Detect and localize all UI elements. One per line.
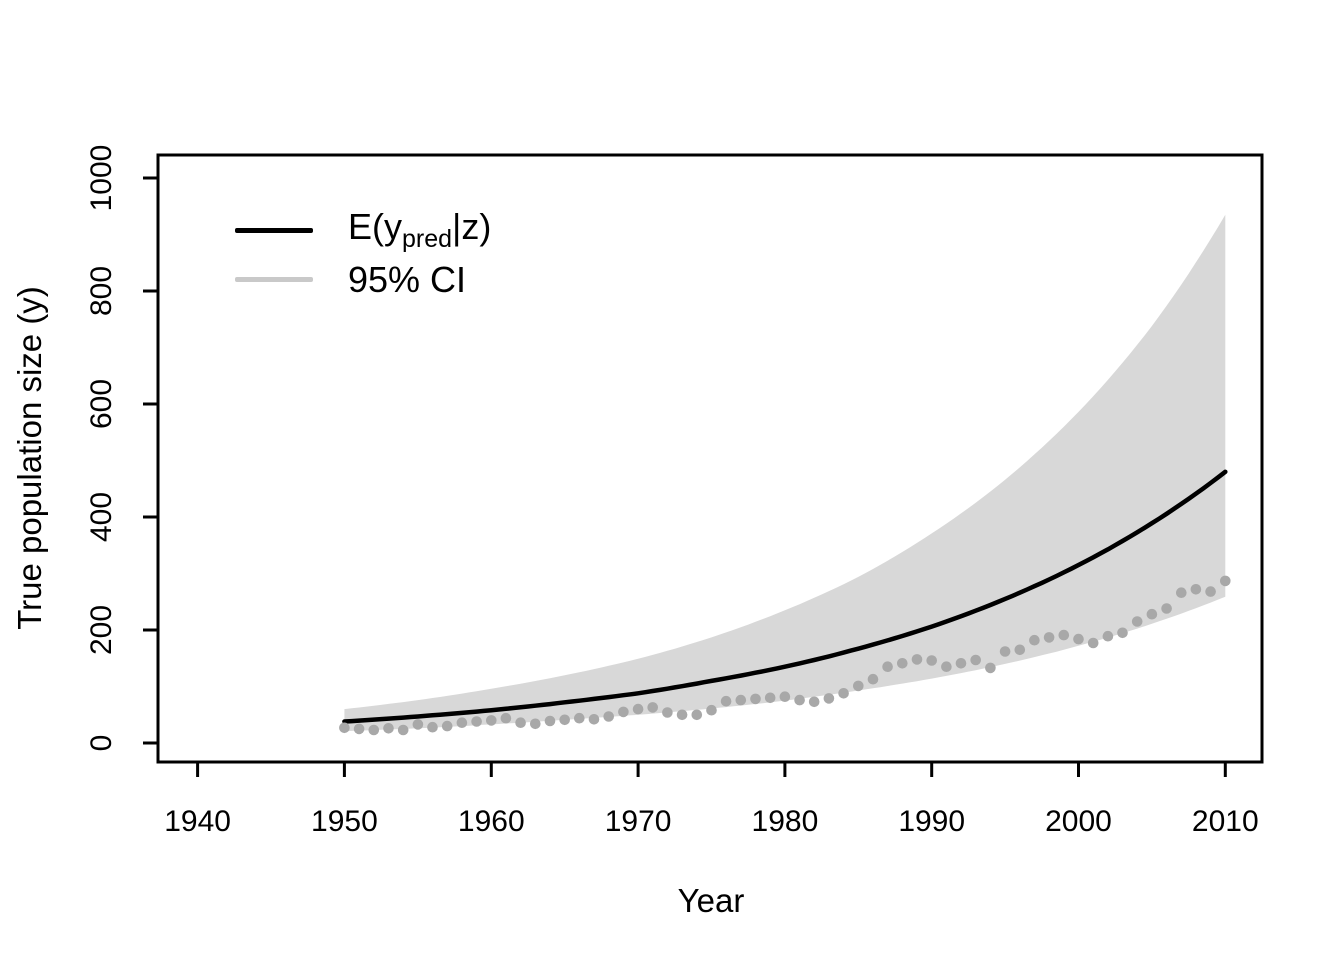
x-tick-label: 2000 xyxy=(1045,805,1112,838)
observation-dot xyxy=(941,661,952,672)
x-axis-title: Year xyxy=(677,882,745,919)
legend: E(ypred|z) 95% CI xyxy=(235,206,491,304)
observation-dot xyxy=(515,717,526,728)
observation-dot xyxy=(838,688,849,699)
observation-dot xyxy=(808,696,820,708)
x-tick-label: 1980 xyxy=(752,805,819,838)
observation-dot xyxy=(1220,575,1231,587)
observation-dot xyxy=(500,712,512,724)
observation-dot xyxy=(882,661,893,672)
observation-dot xyxy=(926,655,937,666)
observation-dot xyxy=(1102,630,1114,642)
observation-dot xyxy=(383,723,394,734)
y-tick-label: 400 xyxy=(85,492,118,542)
observation-dot xyxy=(471,716,482,727)
observation-dot xyxy=(1161,603,1172,614)
legend-label-ci: 95% CI xyxy=(348,258,467,300)
legend-label-mean: E(ypred|z) xyxy=(348,205,492,254)
observation-dot xyxy=(1073,633,1084,645)
observation-dot xyxy=(779,691,791,702)
observation-dot xyxy=(1117,627,1128,639)
observation-dot xyxy=(1058,629,1070,641)
observation-dot xyxy=(867,673,879,685)
observation-dot xyxy=(353,723,365,735)
mean-line xyxy=(342,469,1228,724)
legend-label-mean-sub: pred xyxy=(402,225,453,254)
y-tick-label: 1000 xyxy=(85,145,118,212)
legend-entry-mean: E(ypred|z) xyxy=(235,206,491,255)
x-tick-label: 1940 xyxy=(164,805,231,838)
x-tick-label: 2010 xyxy=(1192,805,1259,838)
observation-dot xyxy=(397,724,409,736)
observation-dot xyxy=(486,715,497,726)
observation-dot xyxy=(544,715,556,727)
legend-entry-ci: 95% CI xyxy=(235,255,491,304)
observation-dot xyxy=(662,707,673,718)
observation-dot xyxy=(750,693,761,705)
observation-dot xyxy=(618,706,629,718)
observation-dot xyxy=(603,711,614,722)
observation-dot xyxy=(1131,616,1143,627)
observation-dot xyxy=(970,654,981,666)
y-tick-label: 200 xyxy=(85,605,118,655)
observation-dot xyxy=(823,693,835,704)
observation-dot xyxy=(794,694,805,706)
observation-dot xyxy=(1087,637,1099,649)
observation-dot xyxy=(897,658,908,669)
observation-dot xyxy=(999,646,1011,657)
observation-dot xyxy=(985,662,996,674)
observation-dot xyxy=(720,695,732,707)
legend-line-ci xyxy=(235,277,313,282)
legend-label-mean-suffix: |z) xyxy=(452,205,492,247)
x-tick-label: 1990 xyxy=(898,805,965,838)
observation-dot xyxy=(368,724,380,736)
observation-dot xyxy=(1014,644,1026,656)
observation-dot xyxy=(1029,634,1040,646)
observation-dot xyxy=(1043,632,1055,643)
observation-dot xyxy=(1190,584,1202,595)
observation-dot xyxy=(853,680,864,692)
y-tick-label: 800 xyxy=(85,266,118,316)
x-tick-label: 1970 xyxy=(605,805,672,838)
x-tick-label: 1960 xyxy=(458,805,525,838)
x-tick-label: 1950 xyxy=(311,805,378,838)
observation-dot xyxy=(691,709,703,721)
observation-dot xyxy=(441,720,453,732)
ci-band xyxy=(344,214,1226,732)
observation-dot xyxy=(632,703,644,715)
observation-dot xyxy=(1205,586,1216,597)
observation-dot xyxy=(706,704,717,716)
legend-line-mean xyxy=(235,228,313,233)
observation-dot xyxy=(764,692,776,704)
observation-dot xyxy=(911,654,923,665)
y-axis-title: True population size (y) xyxy=(11,286,48,630)
observation-dot xyxy=(1176,587,1187,598)
y-tick-label: 600 xyxy=(85,379,118,429)
y-tick-label: 0 xyxy=(85,735,118,752)
observation-dot xyxy=(647,702,658,713)
observation-dot xyxy=(412,719,424,730)
observation-dot xyxy=(559,714,570,726)
observation-dot xyxy=(339,722,350,734)
plot-box xyxy=(156,153,1264,764)
observation-dot xyxy=(574,712,585,724)
legend-label-mean-prefix: E(y xyxy=(348,205,402,247)
observation-dot xyxy=(456,717,468,728)
observation-dot xyxy=(530,718,541,730)
observation-dot xyxy=(588,714,600,725)
observation-dot xyxy=(676,709,688,721)
observation-dot xyxy=(735,694,747,706)
observation-dot xyxy=(955,658,967,669)
observation-dot xyxy=(427,721,438,733)
observation-dot xyxy=(1146,608,1158,620)
